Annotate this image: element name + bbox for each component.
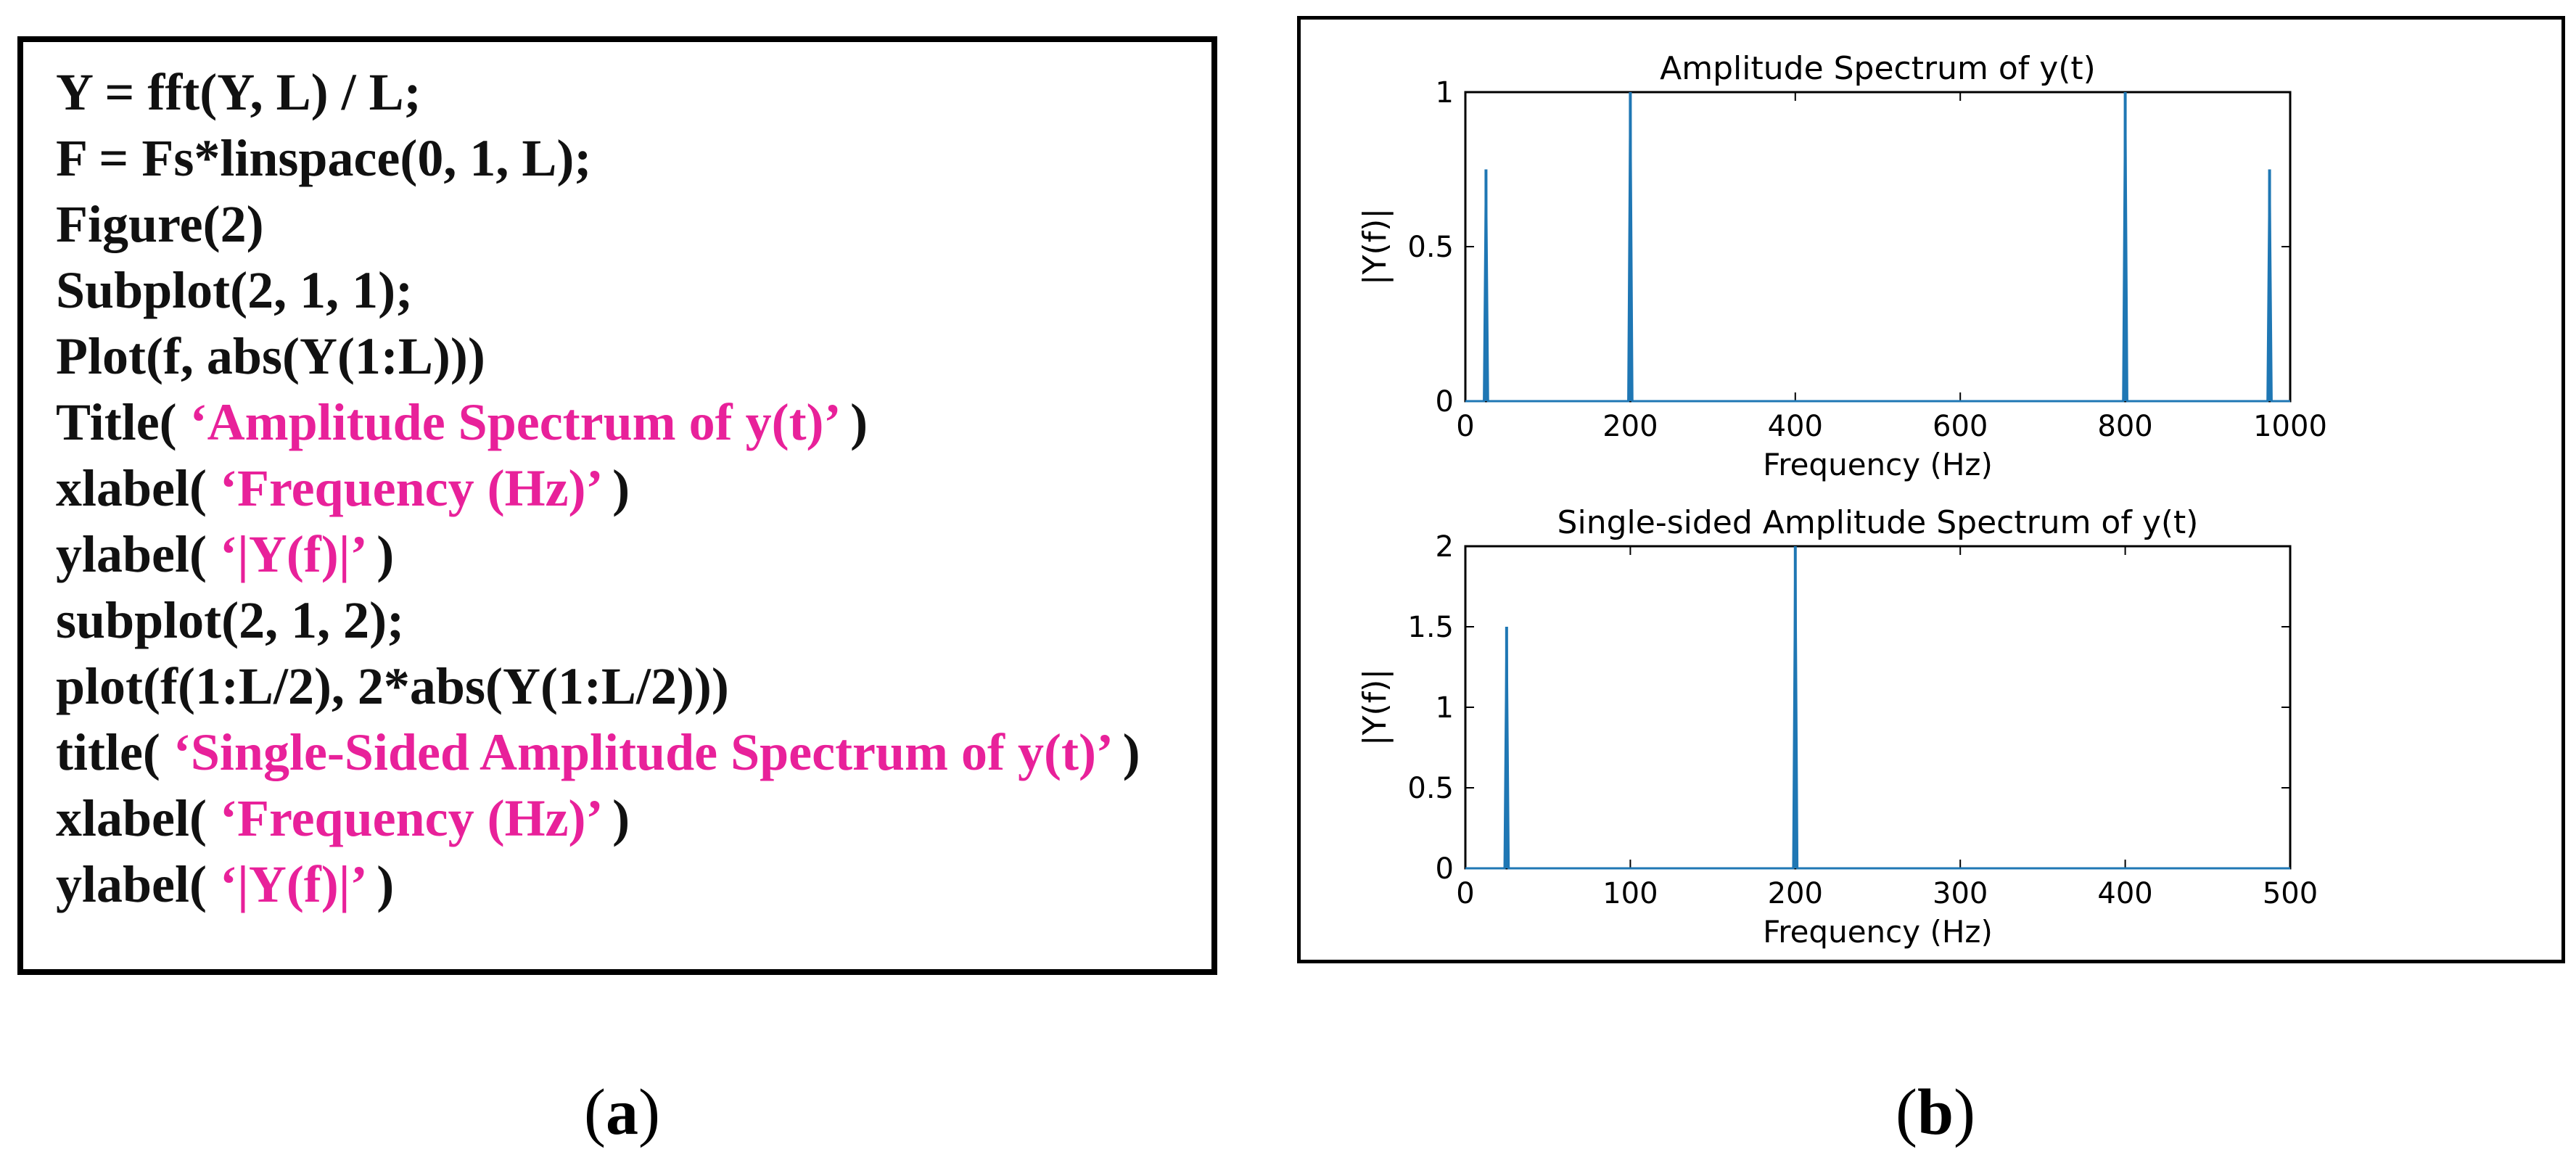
code-line: ylabel( ‘|Y(f)|’ ) <box>56 522 1140 588</box>
caption-b: (b) <box>1896 1075 1975 1150</box>
chart2-xtick-label: 400 <box>2097 877 2152 910</box>
chart-frame: 0 200 400 600 800 1000 0 0.5 1 Amplitude Spectrum… <box>1297 16 2565 963</box>
chart2-ytick-label: 1.5 <box>1407 611 1454 644</box>
caption-a-close: ) <box>638 1077 660 1148</box>
code-string: ‘Single-Sided Amplitude Spectrum of y(t)… <box>173 723 1110 781</box>
code-line: subplot(2, 1, 2); <box>56 588 1140 654</box>
chart2-xtick-label: 0 <box>1456 877 1474 910</box>
code-string: ‘Amplitude Spectrum of y(t)’ <box>189 393 838 451</box>
chart1-xtick-label: 200 <box>1602 410 1658 443</box>
code-line: Figure(2) <box>56 192 1140 258</box>
chart1-title: Amplitude Spectrum of y(t) <box>1660 50 2096 87</box>
code-text: Title( <box>56 393 190 451</box>
code-text: ylabel( <box>56 525 220 583</box>
code-line: F = Fs*linspace(0, 1, L); <box>56 125 1140 192</box>
code-string: ‘|Y(f)|’ <box>219 525 364 583</box>
code-panel: Y = fft(Y, L) / L; F = Fs*linspace(0, 1, … <box>17 36 1217 975</box>
code-text: F = Fs*linspace(0, 1, L); <box>56 129 592 187</box>
code-line: plot(f(1:L/2), 2*abs(Y(1:L/2))) <box>56 654 1140 720</box>
caption-a-letter: a <box>605 1077 638 1148</box>
chart1-ytick-label: 0.5 <box>1407 231 1454 264</box>
caption-b-close: ) <box>1954 1077 1976 1148</box>
chart2-xlabel: Frequency (Hz) <box>1763 914 1993 950</box>
chart1-plot-area <box>1464 91 2292 403</box>
code-line: title( ‘Single-Sided Amplitude Spectrum … <box>56 720 1140 786</box>
caption-b-open: ( <box>1896 1077 1917 1148</box>
chart2-xtick-label: 100 <box>1602 877 1658 910</box>
chart2-ytick-label: 2 <box>1436 530 1454 564</box>
chart2-ytick-label: 1 <box>1436 691 1454 725</box>
caption-a: (a) <box>584 1075 660 1150</box>
chart2-ytick-label: 0 <box>1436 852 1454 886</box>
chart1-xlabel: Frequency (Hz) <box>1763 447 1993 482</box>
code-line: Y = fft(Y, L) / L; <box>56 59 1140 125</box>
code-text: Y = fft(Y, L) / L; <box>56 63 421 121</box>
chart2-ytick-label: 0.5 <box>1407 772 1454 805</box>
code-line: xlabel( ‘Frequency (Hz)’ ) <box>56 786 1140 852</box>
chart1-ytick-label: 0 <box>1436 385 1454 419</box>
caption-a-open: ( <box>584 1077 606 1148</box>
chart1-xtick-label: 1000 <box>2253 410 2327 443</box>
code-string: ‘Frequency (Hz)’ <box>219 459 600 517</box>
code-line: Title( ‘Amplitude Spectrum of y(t)’ ) <box>56 390 1140 456</box>
code-line: ylabel( ‘|Y(f)|’ ) <box>56 852 1140 918</box>
code-text: Figure(2) <box>56 195 264 253</box>
chart2-xtick-label: 200 <box>1768 877 1823 910</box>
code-text: ) <box>363 525 395 583</box>
code-text: ) <box>599 789 630 847</box>
chart1-series-line <box>1465 91 2290 403</box>
code-text: xlabel( <box>56 459 220 517</box>
chart2-ylabel: |Y(f)| <box>1357 669 1394 746</box>
code-text: ) <box>599 459 630 517</box>
code-text: Subplot(2, 1, 1); <box>56 261 413 319</box>
code-line: Subplot(2, 1, 1); <box>56 258 1140 324</box>
chart1-xtick-label: 800 <box>2097 410 2152 443</box>
code-listing: Y = fft(Y, L) / L; F = Fs*linspace(0, 1, … <box>56 59 1140 918</box>
code-text: Plot(f, abs(Y(1:L))) <box>56 327 485 385</box>
chart1-xtick-label: 400 <box>1768 410 1823 443</box>
code-text: ylabel( <box>56 855 220 913</box>
code-text: subplot(2, 1, 2); <box>56 591 405 649</box>
code-text: ) <box>837 393 868 451</box>
code-line: Plot(f, abs(Y(1:L))) <box>56 324 1140 390</box>
code-text: plot(f(1:L/2), 2*abs(Y(1:L/2))) <box>56 657 729 715</box>
chart2-xtick-label: 300 <box>1933 877 1988 910</box>
code-string: ‘Frequency (Hz)’ <box>219 789 600 847</box>
chart2-title: Single-sided Amplitude Spectrum of y(t) <box>1557 504 2199 541</box>
code-line: xlabel( ‘Frequency (Hz)’ ) <box>56 456 1140 522</box>
code-text: ) <box>1109 723 1140 781</box>
caption-b-letter: b <box>1917 1077 1954 1148</box>
chart1-ytick-label: 1 <box>1436 76 1454 110</box>
chart1-ylabel: |Y(f)| <box>1357 208 1394 285</box>
code-text: xlabel( <box>56 789 220 847</box>
chart1-xtick-label: 0 <box>1456 410 1474 443</box>
code-text: ) <box>363 855 395 913</box>
chart2-plot-area <box>1464 545 2292 870</box>
chart2-xtick-label: 500 <box>2263 877 2318 910</box>
chart2-series-line <box>1465 546 2290 870</box>
code-string: ‘|Y(f)|’ <box>219 855 364 913</box>
code-text: title( <box>56 723 173 781</box>
chart1-xtick-label: 600 <box>1933 410 1988 443</box>
